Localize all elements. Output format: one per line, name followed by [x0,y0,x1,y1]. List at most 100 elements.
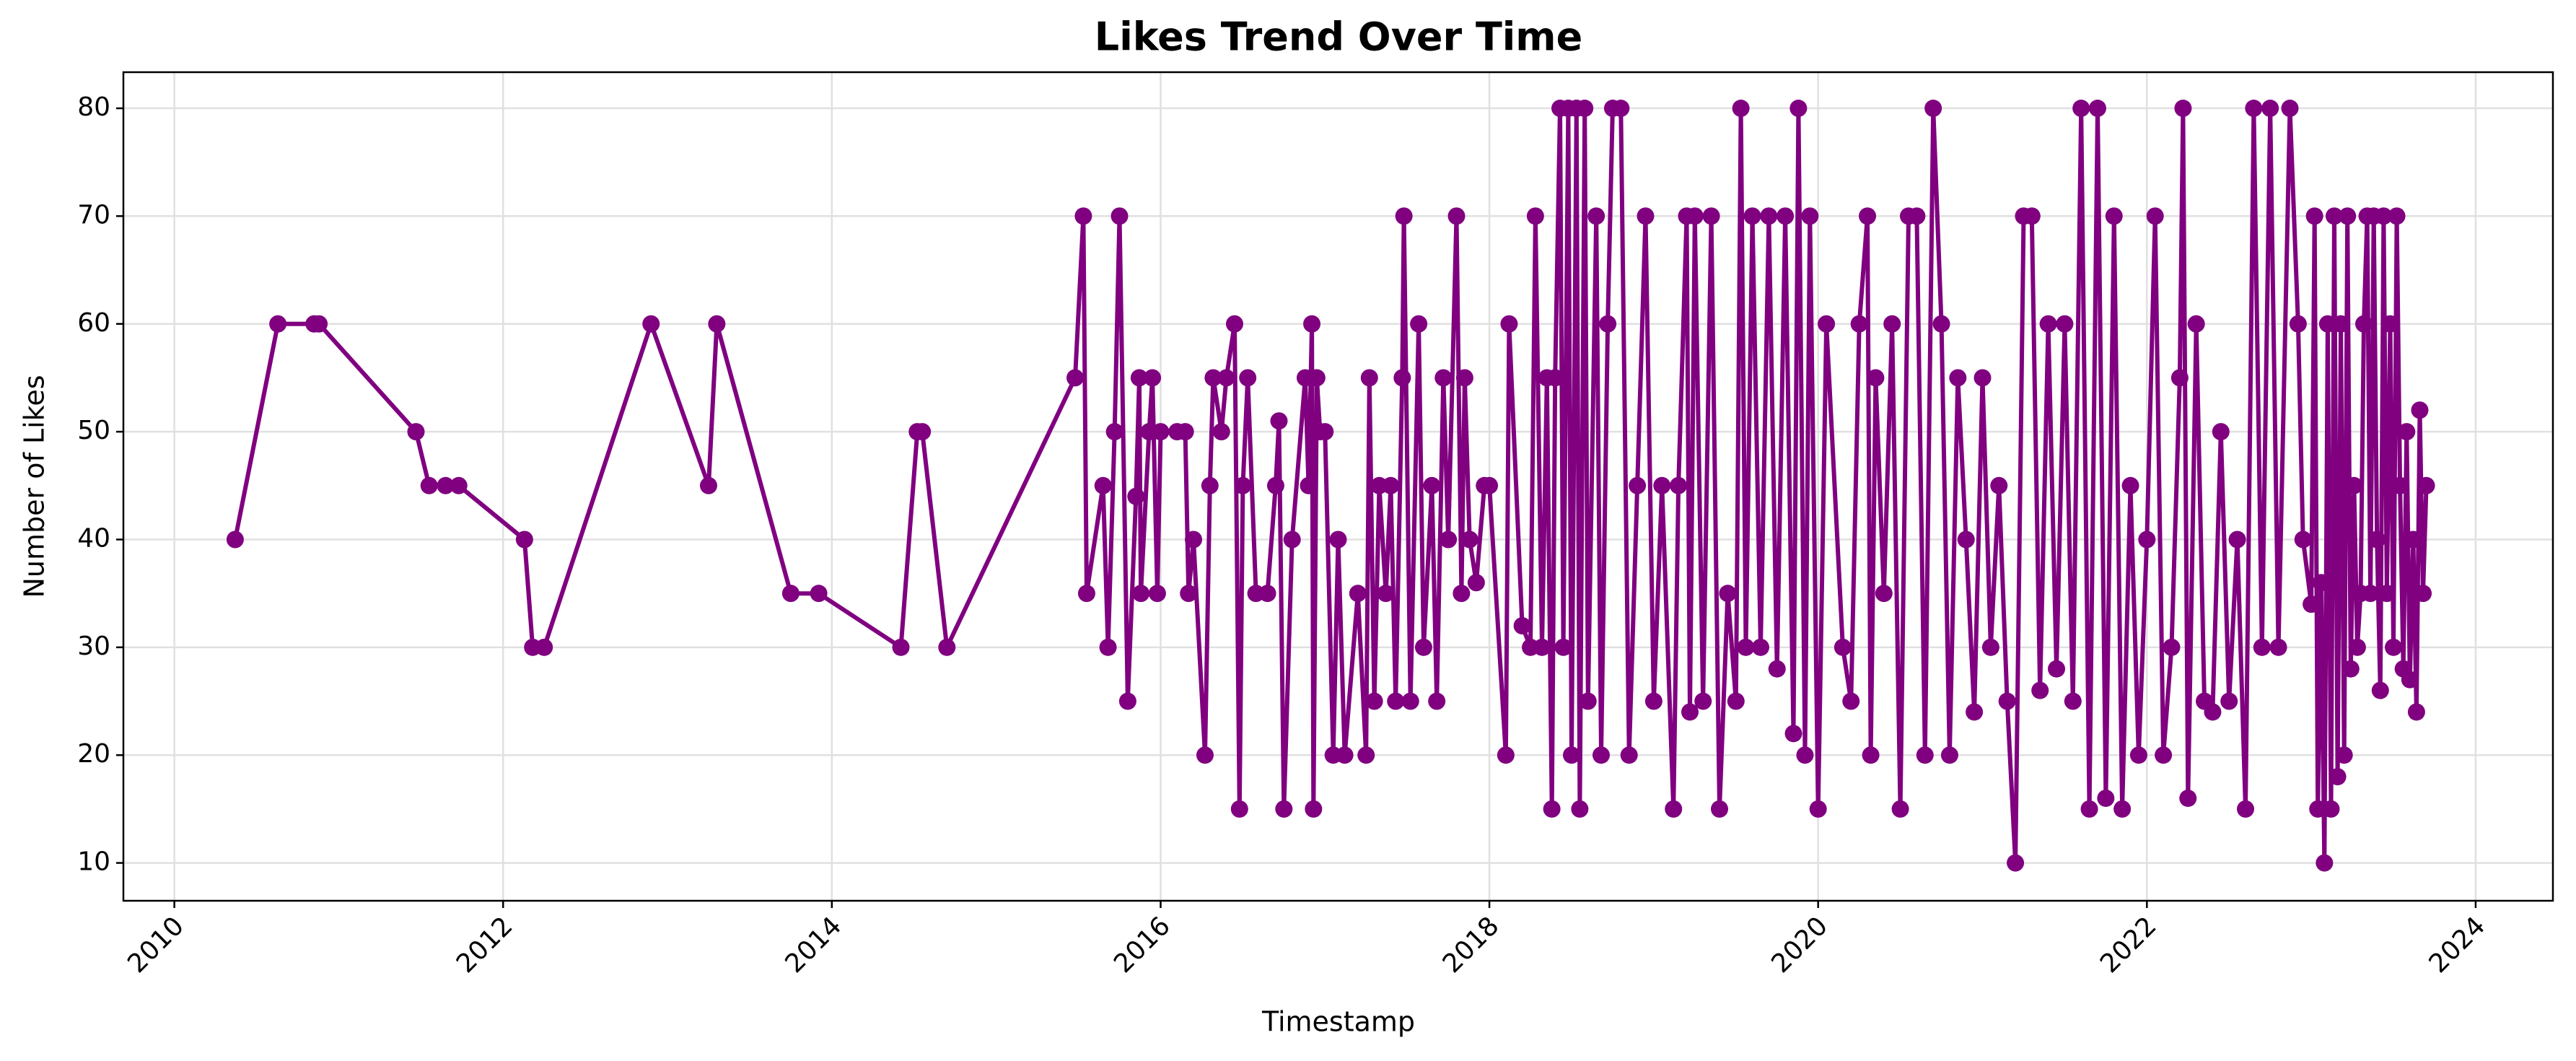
data-point [1796,746,1814,764]
data-point [2411,401,2429,419]
data-point [1916,746,1934,764]
data-point [1283,530,1301,549]
data-point [1686,207,1704,225]
data-point [2007,854,2025,872]
data-point [1612,100,1630,118]
data-point [1428,692,1446,710]
data-point [2355,315,2373,333]
data-point [1110,207,1129,225]
data-point [1099,638,1117,656]
data-point [1127,487,1145,505]
data-point [2289,315,2307,333]
data-point [2023,207,2041,225]
data-point [1423,476,1441,494]
data-point [2056,315,2074,333]
data-point [1576,100,1594,118]
data-point [2375,207,2393,225]
data-point [810,585,828,603]
data-point [1307,369,1326,387]
data-point [1180,585,1198,603]
data-point [2335,746,2353,764]
data-point [1316,423,1334,441]
data-point [1395,207,1413,225]
data-point [1152,423,1170,441]
data-point [1940,746,1958,764]
data-point [1908,207,1926,225]
data-point [1932,315,1950,333]
data-point [1599,315,1617,333]
y-tick-label: 40 [77,523,110,553]
data-point [2332,315,2350,333]
data-point [1702,207,1720,225]
data-point [450,476,468,494]
data-point [2322,800,2340,818]
data-point [2401,671,2419,689]
data-point [1481,476,1499,494]
data-point [1130,369,1148,387]
data-point [1670,476,1688,494]
y-tick-label: 10 [77,847,110,877]
data-point [1571,800,1589,818]
data-point [1629,476,1647,494]
data-point [1973,369,1992,387]
data-point [2080,800,2098,818]
data-point [708,315,726,333]
data-point [2281,100,2299,118]
data-point [1891,800,1909,818]
data-point [2305,207,2323,225]
data-point [1949,369,1967,387]
data-point [2371,681,2389,699]
data-point [1784,725,1802,743]
data-point [2129,746,2147,764]
data-point [1447,207,1466,225]
data-point [2048,660,2066,678]
y-tick-label: 30 [77,632,110,661]
data-point [1266,476,1284,494]
data-point [1387,692,1405,710]
data-point [1176,423,1194,441]
data-point [2179,789,2197,807]
data-point [1094,476,1112,494]
data-point [1653,476,1671,494]
data-point [2368,530,2386,549]
data-point [1066,369,1085,387]
data-point [1579,692,1597,710]
data-point [1533,638,1551,656]
data-point [1275,800,1293,818]
data-point [1393,369,1411,387]
data-point [1768,660,1786,678]
data-point [2417,476,2435,494]
data-point [1410,315,1428,333]
data-point [1554,638,1572,656]
data-point [2245,100,2263,118]
data-point [1270,412,1288,430]
plot-frame [122,71,2554,902]
data-point [1455,369,1473,387]
data-point [2212,423,2230,441]
y-tick-label: 80 [77,92,110,122]
data-point [1620,746,1638,764]
data-point [2163,638,2181,656]
data-point [515,530,533,549]
chart-title: Likes Trend Over Time [1095,14,1582,60]
data-point [1966,703,1984,721]
data-point [1148,585,1166,603]
data-point [938,638,956,656]
data-point [1867,369,1885,387]
data-point [2105,207,2123,225]
data-point [2294,530,2312,549]
data-point [420,476,438,494]
data-point [2220,692,2238,710]
data-point [1809,800,1827,818]
data-point [1777,207,1795,225]
data-point [1118,692,1136,710]
data-point [1500,315,1518,333]
data-point [1204,369,1222,387]
data-point [1760,207,1778,225]
data-point [1258,585,1276,603]
data-point [2187,315,2205,333]
data-point [2155,746,2173,764]
data-point [2269,638,2287,656]
data-point [1077,585,1095,603]
data-point [1883,315,1901,333]
